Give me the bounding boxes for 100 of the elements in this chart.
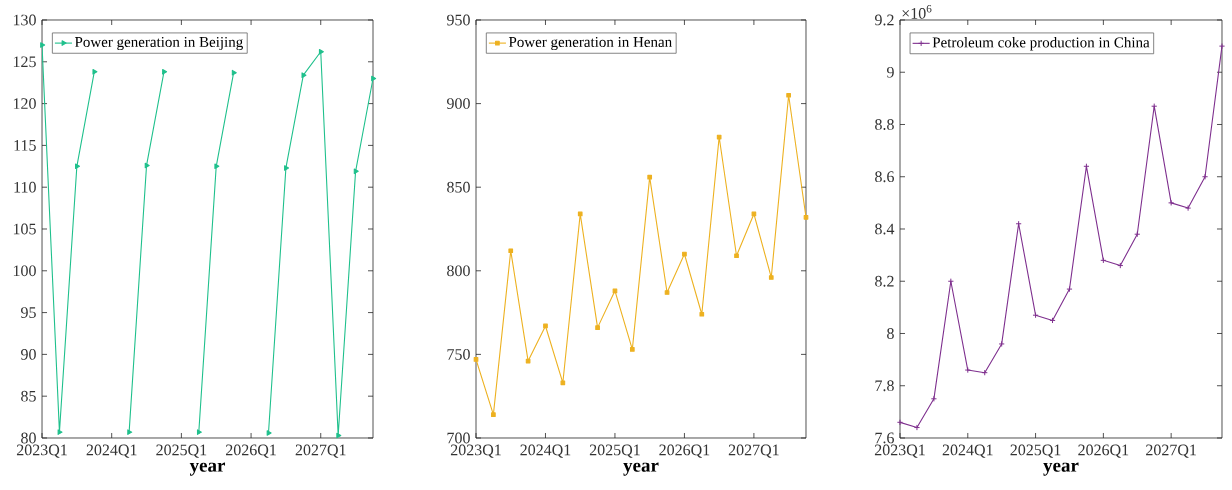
point — [964, 366, 971, 374]
point — [231, 69, 237, 76]
point — [1015, 220, 1022, 227]
point — [336, 432, 342, 439]
x-tick-label: 2024Q1 — [86, 444, 137, 458]
point — [284, 165, 290, 171]
x-tick-label: 2027Q1 — [1146, 444, 1196, 458]
legend-label: Power generation in Henan — [508, 36, 672, 51]
point — [577, 211, 583, 217]
point — [40, 42, 46, 48]
x-tick-label: 2026Q1 — [1078, 444, 1129, 458]
point — [543, 323, 548, 329]
point — [981, 369, 988, 376]
point — [1049, 317, 1056, 324]
x-tick-label: 2025Q1 — [156, 444, 207, 458]
point — [803, 214, 809, 220]
y-tick-label: 900 — [446, 98, 470, 109]
point — [196, 429, 202, 435]
point — [491, 412, 496, 417]
point — [664, 290, 670, 295]
point — [751, 211, 757, 217]
point — [1134, 231, 1141, 238]
point — [473, 357, 479, 362]
x-axis-title: year — [189, 462, 226, 476]
x-tick-label: 2025Q1 — [1010, 444, 1061, 458]
y-tick-label: 90 — [21, 349, 36, 360]
y-tick-label: 85 — [21, 390, 36, 402]
point — [127, 429, 133, 435]
point — [525, 358, 531, 364]
point — [1100, 257, 1107, 264]
point — [266, 430, 272, 436]
y-tick-label: 7.6 — [875, 432, 894, 444]
point — [647, 174, 653, 180]
x-tick-label: 2026Q1 — [659, 444, 710, 458]
point — [998, 340, 1005, 348]
point — [768, 275, 774, 280]
point — [913, 424, 921, 431]
y-tick-label: 120 — [13, 98, 36, 109]
x-axis-title: year — [623, 462, 659, 476]
point — [560, 380, 566, 386]
x-tick-label: 2027Q1 — [728, 444, 779, 458]
x-tick-label: 2025Q1 — [589, 444, 640, 458]
y-tick-label: 750 — [447, 349, 470, 360]
y-tick-label: 115 — [14, 140, 36, 151]
point — [612, 288, 618, 294]
point — [214, 163, 220, 170]
point — [629, 347, 635, 352]
point — [508, 248, 514, 254]
y-tick-label: 80 — [21, 432, 36, 444]
point — [786, 92, 791, 98]
point — [682, 251, 687, 257]
x-axis-title: year — [1043, 462, 1079, 476]
point — [947, 278, 954, 285]
x-tick-label: 2027Q1 — [295, 444, 346, 458]
point — [716, 134, 722, 140]
point — [1201, 173, 1209, 180]
x-tick-label: 2026Q1 — [225, 444, 276, 458]
point — [699, 311, 705, 317]
y-tick-label: 700 — [447, 432, 470, 444]
x-tick-label: 2023Q1 — [874, 444, 925, 458]
point — [144, 162, 150, 169]
point — [301, 72, 307, 78]
point — [1151, 103, 1158, 110]
y-tick-label: 8.8 — [875, 119, 894, 130]
point — [1066, 285, 1073, 293]
y-tick-label: 8.2 — [875, 275, 894, 287]
point — [1032, 312, 1039, 319]
y-tick-label: 125 — [13, 56, 36, 68]
x-tick-label: 2023Q1 — [16, 444, 67, 458]
legend-label: Power generation in Beijing — [74, 36, 243, 51]
point — [1168, 199, 1175, 206]
point — [1083, 163, 1090, 170]
y-tick-label: 7.8 — [875, 380, 894, 392]
y-tick-label: 100 — [13, 265, 36, 277]
point — [595, 325, 600, 330]
point — [92, 69, 98, 75]
point — [1185, 204, 1192, 212]
legend-label: Petroleum coke production in China — [932, 36, 1150, 51]
point — [162, 69, 168, 75]
point — [75, 163, 81, 170]
y-tick-label: 95 — [21, 307, 36, 318]
x-tick-label: 2023Q1 — [450, 444, 501, 458]
point — [734, 253, 739, 259]
point — [1117, 262, 1124, 269]
y-tick-label: 130 — [13, 14, 36, 26]
y-tick-label: 105 — [13, 223, 36, 235]
point — [371, 75, 377, 82]
y-tick-label: 800 — [447, 265, 470, 277]
y-tick-label: 8.4 — [875, 223, 895, 235]
point — [353, 168, 359, 175]
x-tick-label: 2024Q1 — [520, 444, 571, 458]
y-tick-label: 950 — [446, 14, 470, 26]
point — [57, 429, 63, 435]
x-tick-label: 2024Q1 — [942, 444, 993, 458]
y-tick-label: 8 — [887, 328, 894, 339]
point — [318, 48, 324, 55]
y-tick-label: 8.6 — [875, 171, 894, 183]
y-tick-label: 850 — [447, 181, 470, 193]
y-tick-label: 9 — [886, 66, 894, 78]
point — [930, 395, 937, 402]
